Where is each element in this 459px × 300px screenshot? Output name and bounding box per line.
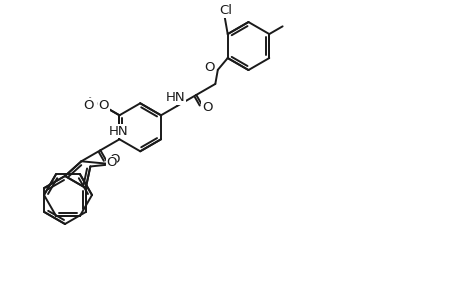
Text: O: O bbox=[202, 101, 212, 114]
Text: O: O bbox=[98, 99, 109, 112]
Text: Cl: Cl bbox=[218, 4, 232, 17]
Text: O: O bbox=[106, 156, 117, 169]
Text: O: O bbox=[204, 61, 215, 74]
Text: HN: HN bbox=[108, 125, 128, 138]
Text: O: O bbox=[109, 153, 119, 166]
Text: O: O bbox=[95, 98, 106, 111]
Text: HN: HN bbox=[165, 92, 185, 104]
Text: O: O bbox=[84, 99, 94, 112]
